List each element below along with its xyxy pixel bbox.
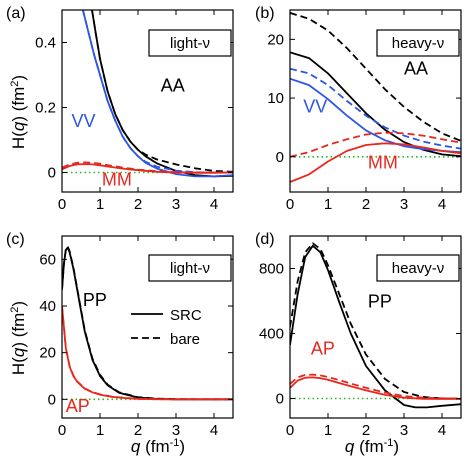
panel-label: (a): [6, 5, 26, 22]
y-tick-label: 10: [267, 90, 284, 107]
x-tick-label: 0: [286, 196, 294, 213]
y-tick-label: 0: [276, 391, 284, 408]
y-tick-label: 0: [48, 391, 56, 408]
series-line-vv-dashed: [82, 10, 233, 174]
series-line-ap-dashed: [62, 305, 233, 401]
panel-tag-box: [148, 254, 232, 282]
y-tick-label: 0: [276, 149, 284, 166]
y-tick-label: 60: [39, 251, 56, 268]
y-tick-label: 0.2: [35, 100, 56, 117]
panel-label: (d): [255, 231, 275, 248]
x-tick-label: 2: [362, 422, 370, 439]
curve-label-vv: VV: [303, 97, 327, 117]
x-tick-label: 2: [134, 422, 142, 439]
x-tick-label: 1: [96, 422, 104, 439]
panel-b: 0 1 2 3 4 0 10 20 (b) heavy-ν AA VV MM: [255, 5, 462, 213]
panel-label: (b): [255, 5, 275, 22]
series-group: [290, 242, 461, 409]
x-tick-label: 2: [134, 196, 142, 213]
x-tick-label: 4: [210, 422, 218, 439]
plot-frame: [289, 235, 462, 419]
curve-label-pp: PP: [83, 290, 107, 310]
curve-label-pp: PP: [368, 292, 392, 312]
x-tick-label: 4: [210, 196, 218, 213]
legend-solid-label: SRC: [170, 307, 202, 324]
x-tick-label: 4: [438, 196, 446, 213]
plot-frame: [289, 9, 462, 193]
y-tick-label: 400: [259, 326, 284, 343]
series-group: [62, 245, 233, 401]
y-tick-label: 800: [259, 261, 284, 278]
x-tick-label: 1: [324, 196, 332, 213]
y-tick-label: 0: [48, 165, 56, 182]
series-line-aa-dashed: [290, 12, 461, 142]
curve-label-aa: AA: [161, 75, 185, 95]
y-tick-label: 0.4: [35, 35, 56, 52]
plot-frame: [61, 9, 234, 193]
series-group: [290, 12, 461, 183]
series-line-mm-dashed: [290, 131, 461, 158]
y-tick-label: 20: [39, 345, 56, 362]
y-tick-label: 20: [267, 31, 284, 48]
series-line-mm-dashed: [62, 161, 233, 174]
panel-tag: heavy-ν: [392, 35, 445, 52]
x-tick-label: 0: [286, 422, 294, 439]
panel-tag: light-ν: [170, 35, 210, 52]
series-line-pp-dashed: [290, 242, 461, 400]
curve-label-mm: MM: [102, 170, 132, 190]
curve-label-ap: AP: [66, 396, 90, 416]
panel-tag: light-ν: [170, 260, 210, 277]
series-line-ap-solid: [62, 305, 233, 401]
series-line-ap-solid: [290, 376, 461, 400]
panel-tag-box: [376, 254, 460, 282]
x-tick-label: 3: [172, 196, 180, 213]
y-axis-label-top: H(q) (fm2): [9, 75, 28, 149]
x-tick-label: 3: [400, 196, 408, 213]
curve-label-mm: MM: [368, 153, 398, 173]
x-axis-label-left: q (fm-1): [131, 437, 185, 456]
x-tick-label: 4: [438, 422, 446, 439]
x-axis-label-right: q (fm-1): [345, 437, 399, 456]
legend: SRC bare: [131, 307, 202, 348]
series-line-pp-solid: [290, 244, 461, 409]
x-tick-label: 0: [58, 196, 66, 213]
series-group: [62, 10, 233, 178]
series-line-vv-dashed: [290, 67, 461, 150]
panel-tag-box: [376, 29, 460, 57]
x-tick-label: 1: [324, 422, 332, 439]
series-line-mm-solid: [62, 163, 233, 174]
panel-d: 0 1 2 3 4 0 400 800 (d) heavy-νPP AP: [255, 231, 462, 439]
series-line-mm-solid: [290, 142, 461, 183]
y-tick-label: 40: [39, 298, 56, 315]
series-line-aa-dashed: [91, 10, 233, 173]
series-line-ap-dashed: [290, 373, 461, 400]
curve-label-vv: VV: [72, 111, 96, 131]
x-tick-label: 3: [172, 422, 180, 439]
x-tick-label: 1: [96, 196, 104, 213]
legend-dashed-label: bare: [170, 331, 200, 348]
curve-label-aa: AA: [404, 59, 428, 79]
x-tick-label: 2: [362, 196, 370, 213]
panel-tag-box: [148, 29, 232, 57]
panel-tag: heavy-ν: [392, 260, 445, 277]
x-tick-label: 0: [58, 422, 66, 439]
x-tick-label: 3: [400, 422, 408, 439]
panel-label: (c): [6, 231, 25, 248]
y-axis-label-bottom: H(q) (fm2): [9, 301, 28, 375]
curve-label-ap: AP: [311, 339, 335, 359]
panel-a: 0 1 2 3 4 0 0.2 0.4 (a) light-ν AA VV MM: [6, 5, 234, 213]
plot-frame: [61, 235, 234, 419]
